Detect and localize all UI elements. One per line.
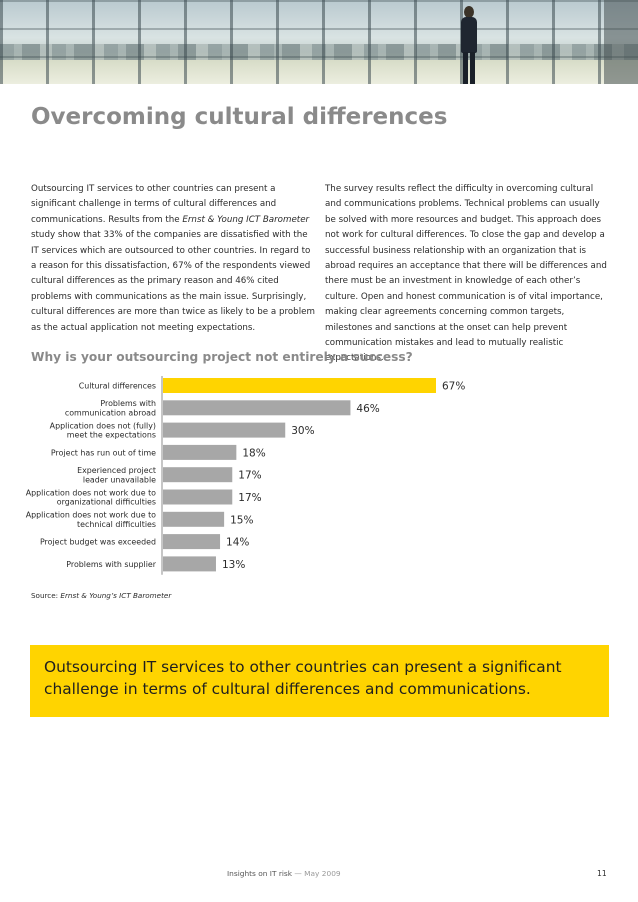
value-label-7: 14% (226, 537, 249, 549)
value-label-6: 15% (230, 514, 253, 526)
pull-quote-box: Outsourcing IT services to other countri… (30, 645, 609, 717)
value-label-5: 17% (238, 492, 261, 504)
intro-left-paragraph: Outsourcing IT services to other countri… (31, 182, 315, 336)
value-label-3: 18% (242, 447, 265, 459)
value-label-8: 13% (222, 559, 245, 571)
footer-publication: Insights on IT risk (227, 869, 293, 878)
category-label-8: Problems with supplier (66, 560, 156, 569)
bar-4 (163, 467, 233, 483)
window-frame (604, 0, 638, 84)
footer-date: May 2009 (304, 869, 341, 878)
intro-left-text-2: study show that 33% of the companies are… (31, 230, 315, 333)
chart-heading: Why is your outsourcing project not enti… (31, 350, 413, 364)
category-label-7: Project budget was exceeded (40, 538, 156, 547)
pull-quote: Outsourcing IT services to other countri… (44, 658, 562, 698)
bar-3 (163, 444, 237, 460)
intro-left-column: Outsourcing IT services to other countri… (31, 182, 315, 336)
intro-right-paragraph: The survey results reflect the difficult… (325, 184, 607, 364)
bar-1 (163, 400, 351, 416)
category-label-2: Application does not (fully) meet the exp… (50, 422, 156, 440)
page-number: 11 (597, 869, 607, 878)
intro-left-text-1: Outsourcing IT services to other countri… (31, 184, 277, 225)
category-label-5: Application does not work due to organiza… (26, 488, 156, 506)
source-label: Source: (31, 591, 61, 600)
study-name: Ernst & Young ICT Barometer (182, 214, 310, 225)
footer-separator: — (292, 869, 305, 878)
bar-6 (163, 511, 225, 527)
chart-source: Source: Ernst & Young’s ICT Barometer (31, 591, 171, 600)
bar-2 (163, 422, 286, 438)
value-label-1: 46% (356, 403, 379, 415)
footer: Insights on IT risk — May 2009 (227, 869, 341, 878)
category-label-3: Project has run out of time (51, 448, 156, 457)
category-label-6: Application does not work due to technica… (26, 511, 156, 529)
window-grid (0, 0, 638, 84)
intro-right-column: The survey results reflect the difficult… (325, 182, 609, 367)
header-photo (0, 0, 638, 84)
category-label-4: Experienced project leader unavailable (77, 466, 156, 484)
businessman-figure (459, 6, 479, 84)
source-text: Ernst & Young’s ICT Barometer (60, 591, 172, 600)
bar-0 (163, 378, 436, 393)
page-title: Overcoming cultural differences (31, 104, 448, 130)
category-label-1: Problems with communication abroad (65, 399, 156, 417)
bar-7 (163, 534, 221, 550)
bar-chart: 67% Cultural differences 46% Problems with c… (26, 376, 465, 575)
value-label-0: 67% (442, 381, 465, 393)
category-label-0: Cultural differences (79, 382, 156, 391)
bar-8 (163, 556, 216, 572)
value-label-2: 30% (291, 425, 314, 437)
value-label-4: 17% (238, 470, 261, 482)
bar-5 (163, 489, 233, 505)
